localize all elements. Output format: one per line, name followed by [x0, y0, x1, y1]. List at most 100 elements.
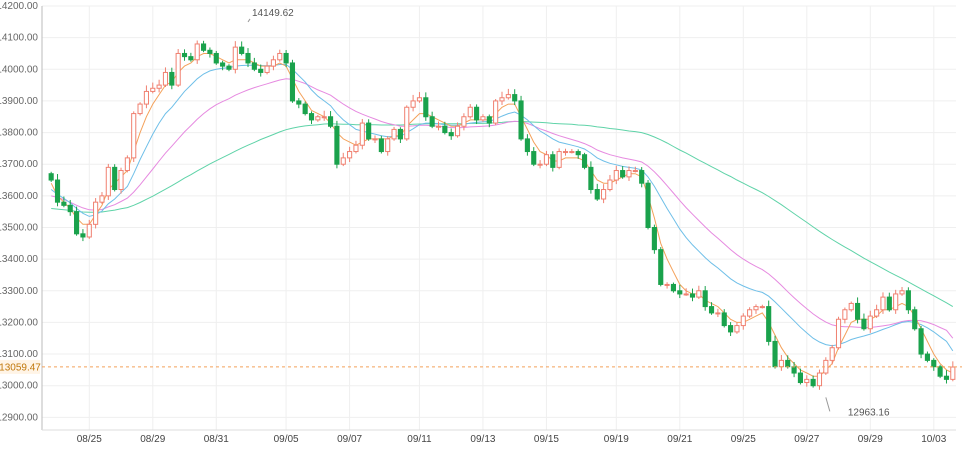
- candle[interactable]: [194, 40, 200, 64]
- candle[interactable]: [588, 161, 594, 194]
- candle[interactable]: [645, 180, 651, 230]
- candle[interactable]: [855, 297, 861, 324]
- candle[interactable]: [931, 358, 937, 371]
- candle[interactable]: [124, 155, 130, 173]
- candle[interactable]: [950, 361, 956, 382]
- candle[interactable]: [213, 50, 219, 65]
- candle[interactable]: [461, 113, 467, 131]
- candle[interactable]: [61, 196, 67, 208]
- candle[interactable]: [207, 47, 213, 58]
- candle[interactable]: [639, 167, 645, 188]
- candle[interactable]: [874, 304, 880, 318]
- candle[interactable]: [918, 325, 924, 359]
- candle[interactable]: [359, 118, 365, 150]
- candle[interactable]: [886, 292, 892, 312]
- candle[interactable]: [912, 306, 918, 331]
- candle[interactable]: [696, 285, 702, 300]
- candle[interactable]: [524, 134, 530, 156]
- candle[interactable]: [410, 94, 416, 112]
- candle[interactable]: [118, 167, 124, 194]
- candle[interactable]: [842, 307, 848, 324]
- candle[interactable]: [620, 166, 626, 179]
- candle[interactable]: [664, 282, 670, 289]
- candle[interactable]: [658, 247, 664, 287]
- candle[interactable]: [505, 88, 511, 100]
- candle[interactable]: [861, 313, 867, 331]
- candle[interactable]: [156, 79, 162, 93]
- candle[interactable]: [54, 174, 61, 207]
- candle[interactable]: [702, 286, 708, 311]
- candle[interactable]: [315, 114, 321, 122]
- candle[interactable]: [670, 282, 677, 293]
- candle[interactable]: [626, 166, 632, 181]
- candle[interactable]: [385, 136, 391, 156]
- candle[interactable]: [378, 135, 384, 154]
- candle[interactable]: [943, 370, 950, 384]
- candle[interactable]: [308, 111, 315, 125]
- candle[interactable]: [201, 40, 207, 53]
- candle[interactable]: [258, 64, 264, 77]
- candle[interactable]: [289, 59, 296, 103]
- candle[interactable]: [823, 357, 829, 375]
- candle[interactable]: [397, 127, 403, 144]
- candle[interactable]: [804, 375, 810, 387]
- candle[interactable]: [715, 308, 721, 318]
- candle[interactable]: [689, 288, 696, 302]
- candle[interactable]: [264, 61, 270, 75]
- candle[interactable]: [296, 98, 302, 109]
- candle[interactable]: [226, 64, 232, 72]
- candle[interactable]: [651, 224, 657, 254]
- candle[interactable]: [283, 49, 289, 68]
- candle[interactable]: [232, 41, 238, 74]
- candle[interactable]: [188, 52, 194, 62]
- candle[interactable]: [131, 111, 137, 162]
- candle[interactable]: [937, 364, 943, 379]
- candle[interactable]: [867, 310, 873, 333]
- candle[interactable]: [543, 150, 550, 167]
- candle[interactable]: [480, 114, 486, 122]
- candle[interactable]: [340, 152, 346, 167]
- candle[interactable]: [632, 166, 638, 173]
- candle[interactable]: [677, 284, 683, 299]
- candle[interactable]: [93, 198, 99, 229]
- candle[interactable]: [550, 151, 556, 172]
- candle[interactable]: [245, 48, 251, 68]
- candles[interactable]: [48, 40, 956, 390]
- candle[interactable]: [759, 304, 765, 309]
- candle[interactable]: [848, 301, 854, 312]
- candle[interactable]: [899, 286, 905, 296]
- candle[interactable]: [302, 101, 308, 116]
- candle[interactable]: [137, 102, 143, 116]
- candle[interactable]: [347, 146, 353, 162]
- candle[interactable]: [99, 192, 105, 205]
- candle[interactable]: [112, 164, 118, 192]
- candle[interactable]: [143, 85, 149, 109]
- candle[interactable]: [162, 67, 169, 88]
- candle[interactable]: [327, 111, 334, 129]
- candle[interactable]: [740, 313, 746, 330]
- candle[interactable]: [816, 369, 823, 390]
- candle[interactable]: [416, 92, 423, 103]
- candle[interactable]: [778, 355, 784, 371]
- candle[interactable]: [277, 49, 283, 62]
- candle[interactable]: [404, 105, 410, 141]
- candle[interactable]: [353, 140, 359, 154]
- candle[interactable]: [105, 163, 111, 200]
- candle[interactable]: [372, 135, 378, 144]
- candle[interactable]: [220, 60, 226, 71]
- candle[interactable]: [924, 351, 930, 363]
- candle[interactable]: [423, 92, 429, 121]
- candle[interactable]: [893, 289, 899, 314]
- candle[interactable]: [791, 361, 797, 378]
- candle[interactable]: [683, 288, 689, 296]
- candle[interactable]: [448, 128, 454, 140]
- candle[interactable]: [48, 171, 54, 182]
- candle[interactable]: [753, 304, 759, 314]
- candle[interactable]: [391, 126, 397, 141]
- candle[interactable]: [80, 229, 86, 242]
- candle[interactable]: [562, 148, 569, 156]
- candle[interactable]: [181, 49, 188, 61]
- candle[interactable]: [499, 91, 505, 106]
- candle[interactable]: [175, 49, 181, 88]
